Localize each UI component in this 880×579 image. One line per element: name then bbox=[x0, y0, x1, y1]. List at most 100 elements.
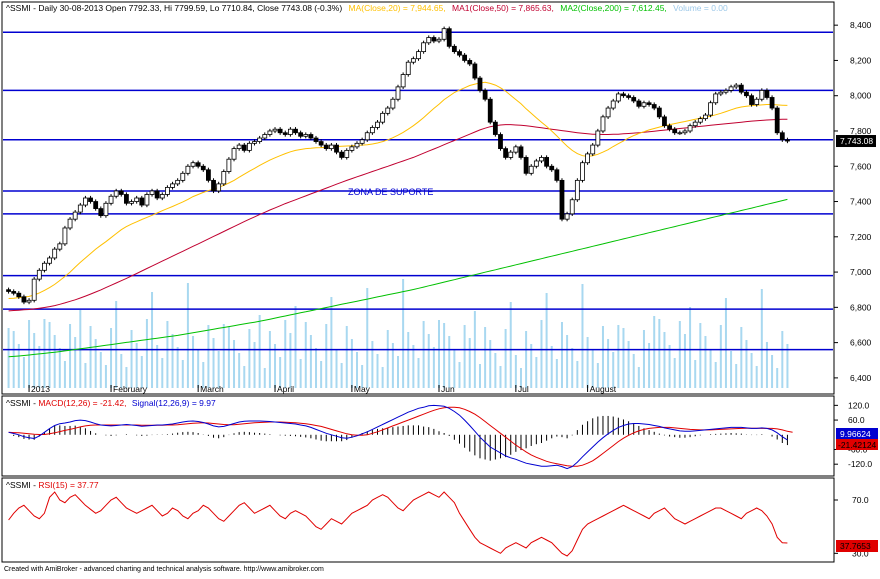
candle-body bbox=[405, 61, 411, 75]
candle-body bbox=[226, 158, 232, 172]
volume-bar bbox=[299, 359, 302, 388]
candle-body bbox=[252, 141, 257, 144]
month-label: April bbox=[277, 384, 294, 394]
volume-bar bbox=[412, 345, 415, 388]
volume-bar bbox=[340, 363, 343, 388]
candle-body bbox=[605, 107, 611, 118]
volume-bar bbox=[22, 357, 25, 388]
volume-bar bbox=[612, 352, 615, 388]
volume-bar bbox=[571, 348, 574, 388]
candle-body bbox=[180, 172, 186, 181]
candle-body bbox=[139, 197, 145, 206]
candle-body bbox=[323, 144, 329, 150]
macd-tick-label: -120.0 bbox=[848, 459, 872, 469]
candle-body bbox=[785, 139, 790, 142]
month-label: August bbox=[590, 384, 617, 394]
last-price-label: 7,743.08 bbox=[840, 136, 873, 146]
candle-body bbox=[108, 195, 114, 204]
candle-body bbox=[738, 84, 744, 93]
volume-bar bbox=[94, 339, 97, 388]
volume-bar bbox=[268, 331, 271, 388]
volume-bar bbox=[53, 335, 56, 388]
candle-body bbox=[47, 257, 52, 264]
candle-body bbox=[621, 93, 626, 97]
candle-body bbox=[272, 128, 278, 132]
volume-bar bbox=[463, 325, 466, 388]
volume-bar bbox=[335, 350, 338, 388]
volume-bar bbox=[274, 344, 277, 388]
candle-body bbox=[67, 218, 73, 229]
month-label: May bbox=[354, 384, 371, 394]
candle-body bbox=[52, 248, 58, 259]
volume-bar bbox=[407, 332, 410, 388]
volume-bar bbox=[371, 341, 374, 388]
month-label: February bbox=[113, 384, 148, 394]
svg-text:^SSMI - Daily 30-08-2013 Open: ^SSMI - Daily 30-08-2013 Open 7792.33, H… bbox=[6, 3, 728, 13]
candle-body bbox=[687, 125, 693, 132]
ma200-line bbox=[8, 198, 788, 358]
volume-bar bbox=[12, 331, 15, 388]
candle-body bbox=[457, 51, 462, 56]
candle-body bbox=[344, 149, 350, 158]
rsi-tick-label: 30.0 bbox=[852, 548, 869, 558]
volume-bar bbox=[622, 328, 625, 388]
candle-body bbox=[375, 121, 380, 128]
volume-bar bbox=[432, 347, 435, 388]
candle-body bbox=[595, 130, 601, 146]
candle-body bbox=[257, 137, 263, 142]
volume-bar bbox=[402, 279, 405, 388]
candle-body bbox=[129, 201, 134, 204]
month-label: Jun bbox=[441, 384, 455, 394]
candle-body bbox=[170, 183, 175, 188]
candle-body bbox=[293, 128, 298, 134]
volume-bar bbox=[540, 320, 543, 388]
volume-bar bbox=[38, 346, 41, 388]
candle-body bbox=[313, 137, 319, 142]
candle-body bbox=[492, 121, 498, 135]
header-ma20: MA(Close,20) = 7,944.65, bbox=[349, 3, 446, 13]
candle-body bbox=[754, 98, 760, 105]
candle-body bbox=[728, 86, 734, 91]
rsi-last-tag: 37.7653 bbox=[836, 540, 878, 552]
volume-bar bbox=[601, 326, 604, 388]
volume-bar bbox=[325, 324, 328, 388]
volume-bar bbox=[560, 322, 563, 388]
volume-bar bbox=[284, 320, 287, 388]
volume-bar bbox=[668, 345, 671, 388]
volume-bar bbox=[724, 298, 727, 388]
macd-lines bbox=[8, 404, 793, 470]
candle-body bbox=[487, 98, 493, 123]
volume-bar bbox=[627, 341, 630, 388]
volume-bar bbox=[750, 353, 753, 388]
volume-bar bbox=[478, 364, 481, 388]
candle-body bbox=[416, 51, 421, 60]
volume-bar bbox=[202, 362, 205, 388]
volume-bar bbox=[637, 367, 640, 388]
rsi-line bbox=[8, 491, 788, 557]
volume-bar bbox=[632, 354, 635, 388]
candle-body bbox=[549, 165, 555, 171]
macd-last-label: -21.42124 bbox=[838, 440, 877, 450]
macd-tick-label: 120.0 bbox=[848, 400, 870, 410]
candle-body bbox=[62, 227, 68, 245]
rsi-header-prefix: ^SSMI - bbox=[6, 480, 38, 490]
macd-line bbox=[8, 404, 788, 470]
volume-bar bbox=[391, 343, 394, 388]
volume-bar bbox=[397, 356, 399, 388]
volume-bar bbox=[509, 302, 512, 388]
candle-body bbox=[641, 102, 647, 107]
svg-text:^SSMI - MACD(12,26) = -: ^SSMI - MACD(12,26) = -21.42, Signal(12,… bbox=[6, 398, 216, 408]
volume-bar bbox=[125, 367, 128, 388]
volume-bar bbox=[607, 339, 610, 388]
volume-bar bbox=[48, 322, 51, 388]
volume-bar bbox=[719, 325, 722, 388]
volume-bar bbox=[704, 336, 707, 388]
volume-bar bbox=[366, 288, 369, 388]
rsi-panel bbox=[1, 477, 835, 563]
volume-bar bbox=[699, 323, 702, 388]
macd-header-signal: Signal(12,26,9) = 9.97 bbox=[132, 398, 216, 408]
volume-bar bbox=[489, 340, 492, 388]
volume-bar bbox=[115, 301, 118, 388]
candle-body bbox=[36, 269, 42, 280]
volume-bar bbox=[755, 366, 758, 388]
